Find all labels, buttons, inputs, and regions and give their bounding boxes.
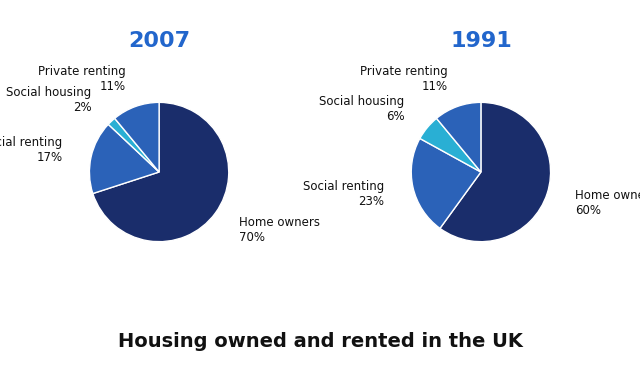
Text: Social housing
6%: Social housing 6% (319, 95, 404, 123)
Wedge shape (440, 102, 550, 242)
Wedge shape (115, 102, 159, 172)
Text: Private renting
11%: Private renting 11% (38, 65, 125, 93)
Wedge shape (108, 118, 159, 172)
Title: 1991: 1991 (450, 31, 512, 51)
Wedge shape (412, 138, 481, 228)
Title: 2007: 2007 (128, 31, 190, 51)
Wedge shape (90, 124, 159, 194)
Text: Housing owned and rented in the UK: Housing owned and rented in the UK (118, 332, 522, 351)
Wedge shape (420, 118, 481, 172)
Text: Private renting
11%: Private renting 11% (360, 65, 447, 93)
Text: Social renting
17%: Social renting 17% (0, 137, 63, 164)
Wedge shape (93, 102, 228, 242)
Text: Home owners
60%: Home owners 60% (575, 188, 640, 217)
Text: Home owners
70%: Home owners 70% (239, 216, 320, 244)
Wedge shape (436, 102, 481, 172)
Text: Social housing
2%: Social housing 2% (6, 86, 92, 114)
Text: Social renting
23%: Social renting 23% (303, 180, 385, 208)
